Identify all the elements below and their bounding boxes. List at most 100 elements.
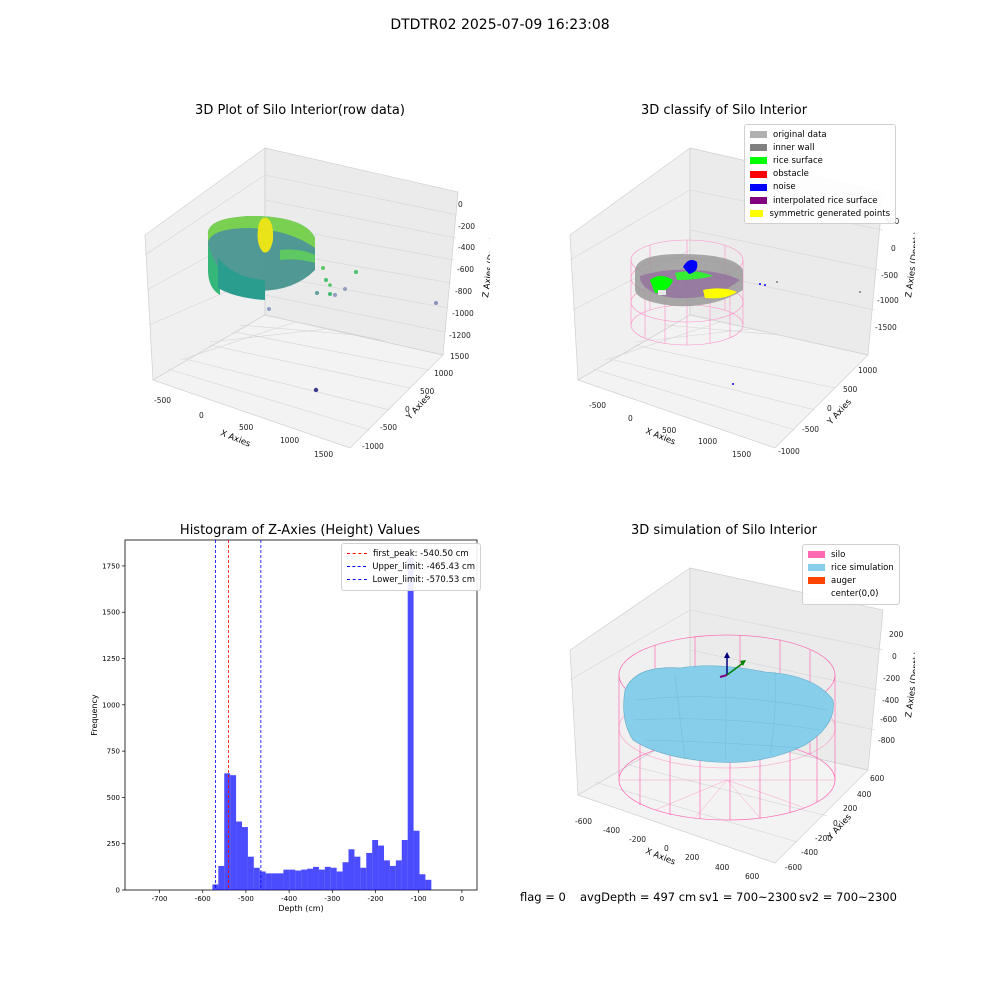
- histogram-ytick-label: 1250: [102, 655, 120, 663]
- raw-plot-title: 3D Plot of Silo Interior(row data): [195, 103, 405, 118]
- raw-zlabel: Z Axies (Depth): [481, 231, 490, 298]
- raw-xtick: 1500: [314, 450, 333, 459]
- histogram-bar: [271, 873, 278, 890]
- classify-xtick: 1000: [698, 437, 717, 446]
- legend-swatch: [750, 157, 767, 165]
- auger-arrows: [719, 652, 746, 678]
- legend-item-lower-limit: Lower_limit: -570.53 cm: [347, 573, 475, 586]
- histogram-bar: [366, 852, 373, 890]
- simulation-plot-title: 3D simulation of Silo Interior: [631, 523, 817, 538]
- simulation-ztick: -400: [882, 696, 899, 705]
- simulation-3d-plot: -600 -400 -200 0 200 400 600 600 400 200…: [569, 567, 915, 881]
- histogram-legend: first_peak: -540.50 cm Upper_limit: -465…: [341, 543, 481, 591]
- raw-ztick: -200: [458, 222, 475, 231]
- simulation-ytick: 200: [843, 804, 858, 813]
- raw-ytick: 0: [405, 405, 410, 414]
- classify-ytick: -500: [802, 425, 819, 434]
- histogram-bar: [413, 830, 420, 890]
- histogram-bar: [425, 879, 432, 890]
- simulation-xtick: 600: [745, 872, 760, 881]
- legend-swatch: [808, 590, 825, 598]
- histogram-bar: [348, 849, 355, 890]
- rice-surface-mesh: [632, 667, 828, 763]
- histogram-xtick-label: -600: [195, 895, 211, 903]
- legend-swatch: [750, 170, 767, 178]
- histogram-xtick-label: 0: [460, 895, 464, 903]
- raw-ytick: -1000: [362, 442, 384, 451]
- legend-label: Upper_limit: -465.43 cm: [372, 561, 475, 572]
- simulation-xtick: -200: [629, 835, 646, 844]
- legend-item-rice-simulation: rice simulation: [808, 561, 894, 574]
- raw-ytick: -500: [380, 423, 397, 432]
- simulation-ticks: -600 -400 -200 0 200 400 600 600 400 200…: [575, 630, 904, 881]
- histogram-yticks: 0 250 500 750 1000 1250 1500 1750: [102, 562, 125, 895]
- legend-item-noise: noise: [750, 181, 890, 194]
- classify-xtick: 500: [662, 426, 677, 435]
- simulation-pane-floor: [577, 729, 869, 864]
- simulation-xtick: 400: [715, 863, 730, 872]
- legend-item-rice-surface: rice surface: [750, 154, 890, 167]
- classify-ytick: 500: [843, 385, 858, 394]
- simulation-xtick: 0: [664, 844, 669, 853]
- histogram-bar: [401, 840, 408, 890]
- simulation-ztick: -600: [880, 715, 897, 724]
- raw-3d-plot: -500 0 500 1000 1500 1500 1000 500 0 -50…: [144, 147, 490, 459]
- histogram-xtick-label: -500: [238, 895, 254, 903]
- raw-ticks: -500 0 500 1000 1500 1500 1000 500 0 -50…: [154, 200, 475, 459]
- raw-xtick: 500: [239, 423, 254, 432]
- sv1-text: sv1 = 700~2300: [699, 890, 797, 904]
- classify-ztick: 0: [891, 244, 896, 253]
- simulation-xtick: -600: [575, 817, 592, 826]
- histogram-bar: [301, 869, 308, 890]
- histogram-title: Histogram of Z-Axies (Height) Values: [179, 523, 421, 538]
- simulation-ytick: 400: [857, 790, 872, 799]
- histogram-bar: [230, 775, 237, 890]
- raw-ztick: -1200: [449, 331, 471, 340]
- simulation-xtick: -400: [603, 826, 620, 835]
- raw-xtick: 1000: [280, 436, 299, 445]
- histogram-bar: [265, 873, 272, 890]
- legend-item-first-peak: first_peak: -540.50 cm: [347, 547, 475, 560]
- legend-item-original-data: original data: [750, 128, 890, 141]
- legend-swatch: [750, 197, 767, 205]
- classify-xtick: -500: [589, 401, 606, 410]
- simulation-ztick: -800: [878, 736, 895, 745]
- histogram-bar: [242, 827, 248, 890]
- legend-swatch: [750, 144, 767, 152]
- histogram-ytick-label: 0: [116, 887, 120, 895]
- raw-ytick: 1500: [450, 352, 469, 361]
- simulation-ylabel: Y Axies: [825, 812, 854, 843]
- legend-label: center(0,0): [831, 589, 879, 600]
- histogram-bar: [318, 869, 325, 890]
- classify-ztick: -1000: [877, 296, 899, 305]
- legend-item-silo: silo: [808, 548, 894, 561]
- simulation-legend: silo rice simulation auger center(0,0): [802, 544, 900, 605]
- classify-xtick: 0: [628, 414, 633, 423]
- histogram-ylabel: Frequency: [90, 694, 99, 736]
- legend-label: silo: [831, 549, 846, 560]
- histogram-bar: [313, 866, 319, 890]
- simulation-ztick: 200: [889, 630, 904, 639]
- legend-line: [347, 553, 367, 555]
- rice-simulation-surface: [623, 665, 834, 763]
- simulation-ztick: -200: [883, 674, 900, 683]
- raw-point-cloud: [207, 216, 438, 393]
- histogram-bar: [395, 860, 402, 890]
- histogram-bar: [295, 870, 302, 890]
- histogram-bar: [378, 845, 385, 890]
- simulation-ytick: 0: [833, 819, 838, 828]
- histogram-bar: [283, 869, 290, 890]
- legend-label: obstacle: [773, 169, 809, 180]
- classify-ytick: -1000: [778, 447, 800, 456]
- histogram-bar: [324, 866, 331, 890]
- histogram-bar: [307, 868, 314, 890]
- figure-suptitle: DTDTR02 2025-07-09 16:23:08: [390, 17, 610, 33]
- simulation-silo-floor-spokes: [619, 779, 835, 819]
- legend-line: [347, 579, 367, 581]
- raw-xtick: -500: [154, 396, 171, 405]
- histogram-ytick-label: 250: [107, 840, 120, 848]
- classify-ytick: 0: [827, 404, 832, 413]
- legend-swatch: [750, 183, 767, 191]
- simulation-ytick: -600: [785, 863, 802, 872]
- legend-item-center: center(0,0): [808, 588, 894, 601]
